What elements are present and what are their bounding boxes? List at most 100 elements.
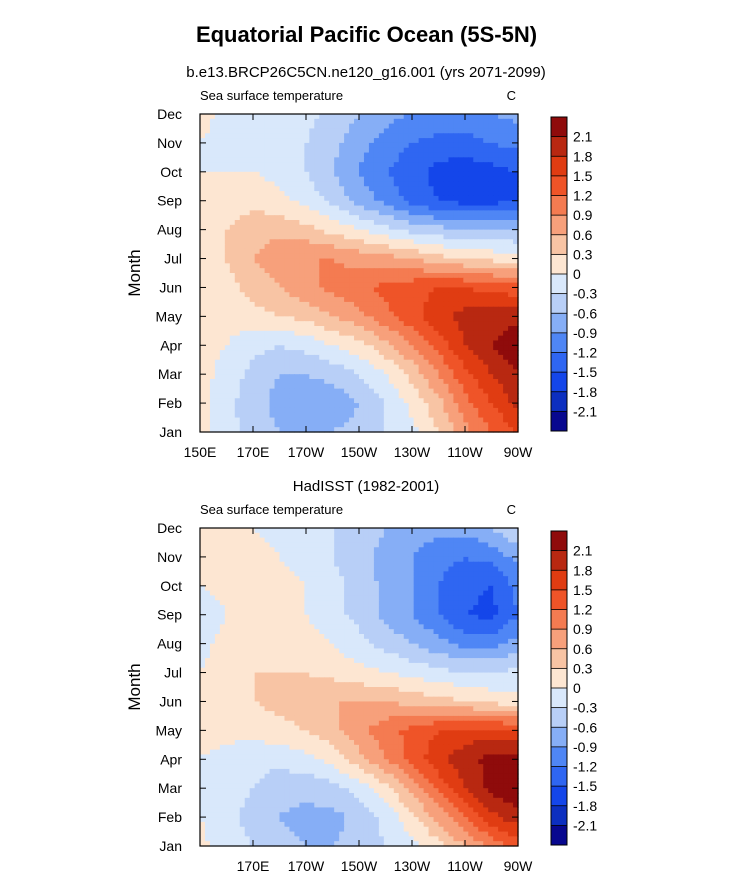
contour-cell xyxy=(478,234,484,240)
contour-cell xyxy=(473,171,479,178)
contour-cell xyxy=(513,537,519,544)
contour-cell xyxy=(334,224,340,231)
contour-cell xyxy=(498,220,504,226)
contour-cell xyxy=(448,224,455,231)
contour-cell xyxy=(219,229,226,236)
contour-cell xyxy=(234,345,241,351)
contour-cell xyxy=(279,571,286,577)
contour-cell xyxy=(373,537,380,544)
contour-cell xyxy=(498,552,504,558)
contour-cell xyxy=(503,210,509,216)
contour-cell xyxy=(264,205,271,211)
contour-cell xyxy=(319,354,325,361)
contour-cell xyxy=(224,369,231,375)
contour-cell xyxy=(493,556,499,563)
contour-cell xyxy=(443,374,450,380)
contour-cell xyxy=(388,191,395,197)
contour-cell xyxy=(473,220,479,226)
contour-cell xyxy=(483,244,489,250)
contour-cell xyxy=(304,354,310,361)
contour-cell xyxy=(334,393,340,399)
contour-cell xyxy=(488,287,494,293)
contour-cell xyxy=(284,326,291,332)
contour-cell xyxy=(239,417,246,423)
contour-cell xyxy=(349,273,355,279)
contour-cell xyxy=(259,191,266,197)
contour-cell xyxy=(339,176,345,183)
contour-cell xyxy=(503,571,509,577)
contour-cell xyxy=(279,263,286,269)
contour-cell xyxy=(443,297,450,303)
contour-cell xyxy=(488,369,494,375)
contour-cell xyxy=(408,403,415,409)
colorbar-label: 0 xyxy=(573,266,581,282)
contour-cell xyxy=(299,244,305,250)
contour-cell xyxy=(254,176,261,183)
contour-cell xyxy=(219,171,226,178)
contour-cell xyxy=(373,273,380,279)
contour-cell xyxy=(478,118,484,125)
contour-cell xyxy=(413,133,420,139)
contour-cell xyxy=(229,326,236,332)
contour-cell xyxy=(254,224,261,231)
contour-cell xyxy=(478,215,484,221)
contour-cell xyxy=(234,374,241,380)
contour-cell xyxy=(503,200,509,207)
colorbar-label: 0.3 xyxy=(573,246,593,262)
contour-cell xyxy=(453,561,459,568)
contour-cell xyxy=(200,542,206,548)
contour-cell xyxy=(354,326,360,332)
contour-cell xyxy=(388,229,395,236)
contour-cell xyxy=(433,359,440,366)
contour-cell xyxy=(339,552,345,558)
contour-cell xyxy=(324,215,330,221)
contour-cell xyxy=(229,123,236,130)
contour-cell xyxy=(284,181,291,187)
contour-cell xyxy=(349,412,355,419)
contour-cell xyxy=(433,282,440,289)
contour-cell xyxy=(483,268,489,274)
contour-cell xyxy=(393,359,400,366)
contour-cell xyxy=(458,118,464,125)
contour-cell xyxy=(204,403,211,409)
contour-cell xyxy=(453,162,459,168)
contour-cell xyxy=(383,229,390,236)
contour-cell xyxy=(359,388,365,395)
contour-cell xyxy=(254,138,261,144)
contour-cell xyxy=(214,147,221,154)
contour-cell xyxy=(274,258,281,264)
contour-cell xyxy=(473,427,479,433)
contour-cell xyxy=(413,379,420,385)
contour-cell xyxy=(508,547,514,553)
contour-cell xyxy=(408,147,415,154)
contour-cell xyxy=(463,306,469,313)
contour-cell xyxy=(443,422,450,428)
contour-cell xyxy=(344,393,350,399)
contour-cell xyxy=(398,171,405,178)
contour-cell xyxy=(244,195,251,202)
contour-cell xyxy=(468,306,474,313)
contour-cell xyxy=(373,123,380,130)
contour-cell xyxy=(339,292,345,298)
contour-cell xyxy=(349,427,355,433)
contour-cell xyxy=(334,301,340,308)
contour-cell xyxy=(344,248,350,255)
contour-cell xyxy=(438,210,445,216)
contour-cell xyxy=(304,532,310,539)
contour-cell xyxy=(508,114,514,120)
contour-cell xyxy=(383,118,390,125)
contour-cell xyxy=(368,186,375,192)
contour-cell xyxy=(368,200,375,207)
contour-cell xyxy=(214,412,221,419)
contour-cell xyxy=(224,234,231,240)
contour-cell xyxy=(254,157,261,163)
contour-cell xyxy=(319,528,325,534)
contour-cell xyxy=(294,552,300,558)
contour-cell xyxy=(344,556,350,563)
contour-cell xyxy=(463,162,469,168)
contour-cell xyxy=(423,118,430,125)
contour-cell xyxy=(249,556,256,563)
contour-cell xyxy=(423,427,430,433)
contour-cell xyxy=(388,369,395,375)
contour-cell xyxy=(224,220,231,226)
